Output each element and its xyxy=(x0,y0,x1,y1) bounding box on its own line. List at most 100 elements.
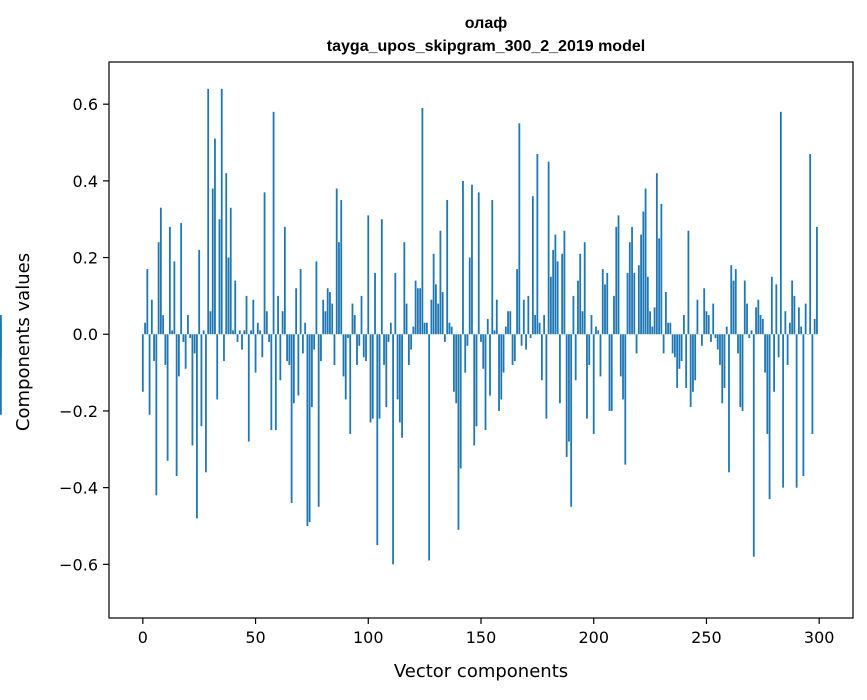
bar-50 xyxy=(255,334,257,372)
bar-81 xyxy=(325,311,327,334)
bar-10 xyxy=(164,334,166,365)
bar-278 xyxy=(769,334,771,499)
bar-232 xyxy=(665,292,667,334)
bar-231 xyxy=(663,334,665,353)
bar-19 xyxy=(185,334,187,369)
bar-199 xyxy=(591,315,593,334)
x-tick-label-50: 50 xyxy=(245,628,265,647)
bar-266 xyxy=(742,334,744,411)
bar-178 xyxy=(543,315,545,334)
bar-212 xyxy=(620,334,622,376)
bar-59 xyxy=(275,334,277,430)
bar-116 xyxy=(403,242,405,334)
bar-109 xyxy=(388,334,390,342)
bar-126 xyxy=(426,323,428,335)
bar-164 xyxy=(512,334,514,365)
bar-4 xyxy=(151,300,153,335)
bar-271 xyxy=(753,334,755,556)
bar-23 xyxy=(194,334,196,353)
bar-1 xyxy=(144,323,146,335)
bar-64 xyxy=(286,334,288,361)
x-tick-label-300: 300 xyxy=(804,628,835,647)
bar-104 xyxy=(376,334,378,545)
y-tick-label-5: 0.4 xyxy=(73,172,98,191)
bar-207 xyxy=(609,334,611,411)
bar-58 xyxy=(273,112,275,334)
bar-193 xyxy=(577,281,579,335)
bar-84 xyxy=(331,304,333,335)
bar-91 xyxy=(347,334,349,338)
bar-171 xyxy=(527,296,529,334)
bar-150 xyxy=(480,334,482,342)
bar-230 xyxy=(660,204,662,334)
bar-294 xyxy=(805,304,807,335)
bar-115 xyxy=(401,334,403,438)
bar-148 xyxy=(476,334,478,426)
bar-155 xyxy=(491,200,493,334)
bar-69 xyxy=(297,334,299,395)
bar-158 xyxy=(498,334,500,411)
bar-184 xyxy=(557,261,559,334)
bar-206 xyxy=(606,273,608,334)
bar-194 xyxy=(579,254,581,335)
bar-82 xyxy=(327,288,329,334)
bar-272 xyxy=(755,307,757,334)
bar-55 xyxy=(266,311,268,334)
bar-262 xyxy=(733,281,735,335)
bar-141 xyxy=(460,334,462,468)
bar-118 xyxy=(408,334,410,365)
bar-27 xyxy=(203,330,205,334)
bar-298 xyxy=(814,319,816,334)
bar-221 xyxy=(640,235,642,335)
bar-246 xyxy=(697,300,699,335)
bar-72 xyxy=(304,323,306,335)
bar-239 xyxy=(681,334,683,361)
y-axis-label: Components values xyxy=(13,253,34,431)
bar-103 xyxy=(374,273,376,334)
bar-130 xyxy=(435,284,437,334)
bar-210 xyxy=(615,227,617,334)
y-tick-label-0: −0.6 xyxy=(59,555,98,574)
bar-99 xyxy=(365,334,367,361)
bar-113 xyxy=(397,334,399,399)
bar-85 xyxy=(334,334,336,365)
bar-291 xyxy=(798,307,800,334)
bar-40 xyxy=(232,330,234,334)
bar-197 xyxy=(586,334,588,418)
bar-290 xyxy=(796,334,798,487)
bar-187 xyxy=(564,231,566,335)
bar-119 xyxy=(410,334,412,349)
bar-250 xyxy=(706,311,708,334)
bar-255 xyxy=(717,334,719,349)
bar-79 xyxy=(320,334,322,361)
bar-260 xyxy=(728,334,730,472)
bar-97 xyxy=(361,296,363,334)
bar-56 xyxy=(268,334,270,342)
bar-48 xyxy=(250,330,252,334)
bar-273 xyxy=(757,300,759,335)
bar-89 xyxy=(343,334,345,376)
bar-188 xyxy=(566,334,568,457)
bar-123 xyxy=(419,288,421,334)
bar-61 xyxy=(279,334,281,380)
bar-202 xyxy=(597,330,599,334)
bar-240 xyxy=(683,315,685,334)
bar-288 xyxy=(791,281,793,335)
bar-201 xyxy=(595,327,597,335)
bar-38 xyxy=(228,258,230,335)
bar-31 xyxy=(212,189,214,335)
bar-203 xyxy=(600,334,602,376)
x-tick-label-100: 100 xyxy=(353,628,384,647)
bar-96 xyxy=(358,334,360,346)
bar-60 xyxy=(277,296,279,334)
x-tick-label-150: 150 xyxy=(466,628,497,647)
bar-248 xyxy=(701,334,703,346)
bar-17 xyxy=(180,223,182,334)
bar-277 xyxy=(766,334,768,434)
bar-140 xyxy=(458,334,460,530)
bar-135 xyxy=(446,200,448,334)
bar-284 xyxy=(782,334,784,487)
bar-71 xyxy=(302,334,304,353)
